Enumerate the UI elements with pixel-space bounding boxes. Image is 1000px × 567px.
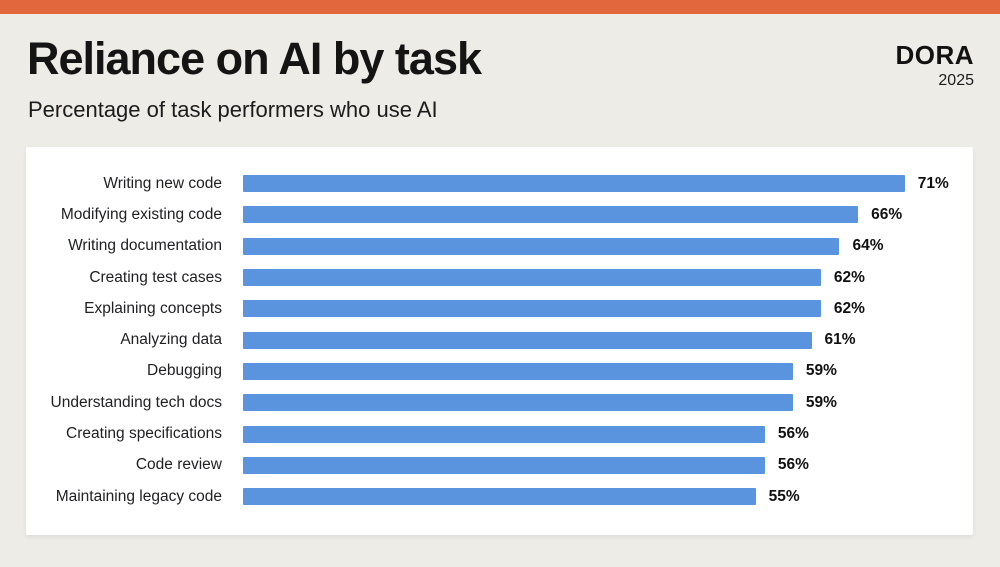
bar — [243, 394, 793, 412]
bar — [243, 362, 793, 380]
chart-row: Creating test cases 62% — [26, 262, 973, 293]
category-label: Creating test cases — [89, 268, 222, 286]
bar-track: 71% — [243, 175, 973, 193]
value-label: 59% — [805, 393, 837, 411]
chart-row: Creating specifications 56% — [26, 418, 973, 449]
bar-track: 61% — [243, 331, 973, 349]
category-label: Creating specifications — [66, 425, 222, 443]
bar — [243, 237, 840, 255]
category-label: Analyzing data — [120, 331, 222, 349]
bar-track: 64% — [243, 237, 973, 255]
category-label: Modifying existing code — [60, 205, 222, 223]
category-label: Writing new code — [103, 174, 222, 192]
category-label: Writing documentation — [68, 237, 222, 255]
bar-track: 62% — [243, 300, 973, 318]
chart-row: Code review 56% — [26, 450, 973, 481]
bar-track: 59% — [243, 394, 973, 412]
bar — [243, 175, 905, 193]
value-label: 61% — [824, 331, 856, 349]
bar — [243, 331, 812, 349]
brand-block: DORA 2025 — [895, 40, 974, 90]
bar — [243, 456, 765, 474]
chart-row: Analyzing data 61% — [26, 324, 973, 355]
chart-row: Modifying existing code 66% — [26, 199, 973, 230]
bar-track: 62% — [243, 269, 973, 287]
page-title: Reliance on AI by task — [27, 33, 482, 84]
category-label: Code review — [135, 456, 222, 474]
value-label: 59% — [805, 362, 837, 380]
bar-track: 55% — [243, 488, 973, 506]
value-label: 55% — [768, 487, 800, 505]
bar-track: 56% — [243, 456, 973, 474]
bar — [243, 269, 821, 287]
category-label: Debugging — [147, 362, 222, 380]
bar-chart-panel: Writing new code 71% Modifying existing … — [26, 147, 973, 535]
bar — [243, 300, 821, 318]
brand-year: 2025 — [938, 72, 974, 90]
page-subtitle: Percentage of task performers who use AI — [28, 97, 438, 122]
chart-row: Understanding tech docs 59% — [26, 387, 973, 418]
chart-row: Debugging 59% — [26, 356, 973, 387]
value-label: 62% — [833, 299, 865, 317]
value-label: 71% — [917, 174, 949, 192]
value-label: 56% — [777, 425, 809, 443]
value-label: 62% — [833, 268, 865, 286]
bar — [243, 425, 765, 443]
bar-track: 66% — [243, 206, 973, 224]
chart-row: Writing new code 71% — [26, 168, 973, 199]
bar-track: 56% — [243, 425, 973, 443]
chart-row: Writing documentation 64% — [26, 231, 973, 262]
category-label: Explaining concepts — [84, 299, 222, 317]
bar-track: 59% — [243, 362, 973, 380]
value-label: 56% — [777, 456, 809, 474]
value-label: 64% — [852, 237, 884, 255]
category-label: Understanding tech docs — [50, 393, 222, 411]
accent-top-bar — [0, 0, 1000, 14]
bar — [243, 206, 859, 224]
brand-logo: DORA — [895, 40, 974, 70]
bar — [243, 488, 756, 506]
category-label: Maintaining legacy code — [55, 487, 222, 505]
chart-row: Explaining concepts 62% — [26, 293, 973, 324]
value-label: 66% — [871, 205, 903, 223]
chart-row: Maintaining legacy code 55% — [26, 481, 973, 512]
